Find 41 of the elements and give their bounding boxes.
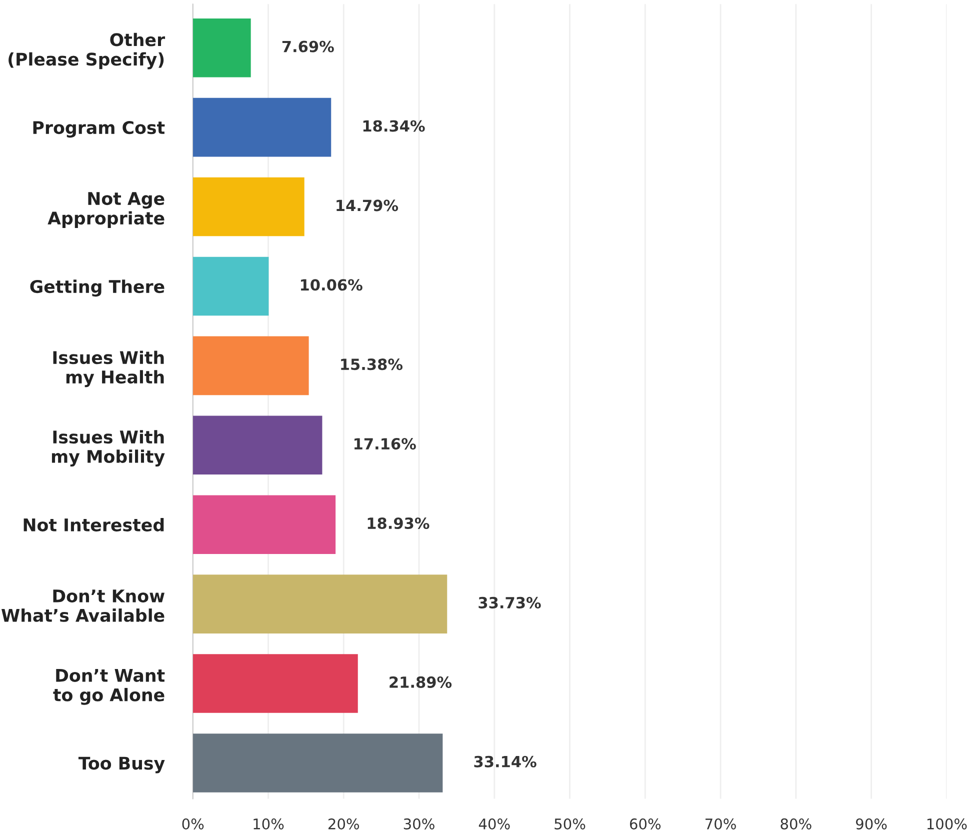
data-label: 21.89% xyxy=(390,676,452,688)
y-tick-label: Program Cost xyxy=(33,120,165,138)
y-tick-label: Issues With my Health xyxy=(53,350,164,388)
data-label: 18.93% xyxy=(368,517,430,530)
bar xyxy=(192,574,448,634)
data-label: 14.79% xyxy=(336,200,398,212)
bar xyxy=(192,495,336,554)
y-tick-label: Too Busy xyxy=(78,756,165,774)
bar xyxy=(192,18,251,78)
y-tick-label: Other (Please Specify) xyxy=(8,32,166,70)
y-tick-label: Don’t Want to go Alone xyxy=(53,669,165,705)
bar xyxy=(192,416,322,475)
bar xyxy=(192,336,309,396)
bar xyxy=(192,654,358,713)
x-tick-label: 70% xyxy=(706,818,736,830)
bar xyxy=(192,256,269,316)
data-label: 18.34% xyxy=(363,120,425,132)
x-tick-label: 90% xyxy=(856,818,887,830)
y-tick-label: Not Age Appropriate xyxy=(48,192,164,228)
data-label: 10.06% xyxy=(300,279,362,291)
data-label: 15.38% xyxy=(341,358,403,370)
x-tick-label: 50% xyxy=(554,818,586,830)
x-tick-label: 60% xyxy=(630,818,661,830)
data-label: 7.69% xyxy=(282,40,334,52)
bar xyxy=(192,734,443,792)
x-tick-label: 20% xyxy=(328,818,360,830)
x-tick-label: 10% xyxy=(254,818,284,830)
y-tick-label: Getting There xyxy=(30,280,164,297)
x-tick-label: 30% xyxy=(404,818,434,830)
data-label: 33.73% xyxy=(478,596,541,608)
y-tick-label: Not Interested xyxy=(24,518,164,532)
x-tick-label: 0% xyxy=(182,818,204,830)
y-tick-label: Issues With my Mobility xyxy=(52,430,165,467)
y-tick-label: Don’t Know What’s Available xyxy=(1,590,164,622)
bar xyxy=(192,177,304,236)
bar xyxy=(192,98,332,157)
x-tick-label: 40% xyxy=(478,818,510,830)
data-label: 33.14% xyxy=(474,756,536,768)
x-tick-label: 80% xyxy=(780,818,812,830)
data-label: 17.16% xyxy=(354,438,416,450)
x-tick-label: 100% xyxy=(927,818,967,830)
